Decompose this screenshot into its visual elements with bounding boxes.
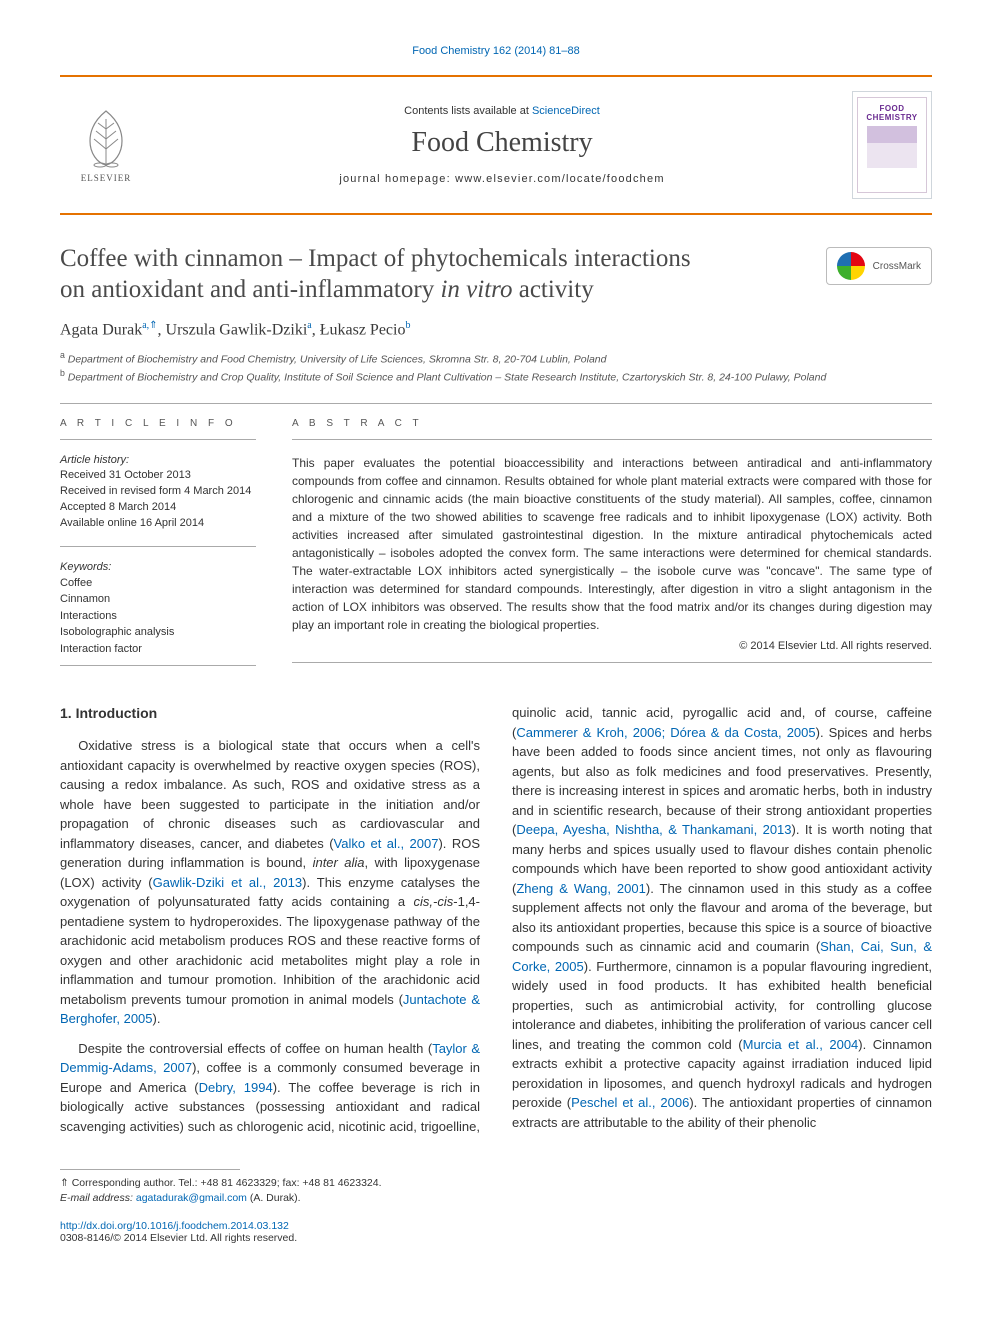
history-online: Available online 16 April 2014 [60, 516, 256, 532]
p1-em2: cis,-cis [414, 894, 454, 909]
abstract-rule [292, 439, 932, 440]
ref-gawlikdziki-2013[interactable]: Gawlik-Dziki et al., 2013 [153, 875, 302, 890]
author-2: , Urszula Gawlik-Dziki [158, 321, 308, 338]
corr-email-link[interactable]: agatadurak@gmail.com [136, 1192, 247, 1204]
history-accepted: Accepted 8 March 2014 [60, 500, 256, 516]
affiliations: a Department of Biochemistry and Food Ch… [60, 349, 932, 385]
email-label: E-mail address: [60, 1192, 133, 1204]
history-received: Received 31 October 2013 [60, 468, 256, 484]
author-1: Agata Durak [60, 321, 142, 338]
p2-t1: Despite the controversial effects of cof… [78, 1041, 432, 1056]
author-3: , Łukasz Pecio [312, 321, 406, 338]
journal-banner: ELSEVIER Contents lists available at Sci… [60, 75, 932, 215]
ref-valko-2007[interactable]: Valko et al., 2007 [334, 836, 439, 851]
crossmark-icon [837, 252, 865, 280]
ref-zheng-2001[interactable]: Zheng & Wang, 2001 [516, 881, 646, 896]
title-line-2b: activity [512, 276, 593, 303]
article-title: Coffee with cinnamon – Impact of phytoch… [60, 243, 932, 306]
ref-murcia-2004[interactable]: Murcia et al., 2004 [743, 1037, 859, 1052]
abstract-rule-bottom [292, 662, 932, 663]
ref-debry-1994[interactable]: Debry, 1994 [199, 1080, 273, 1095]
crossmark-label: CrossMark [873, 261, 921, 272]
corresponding-author-footnote: ⇑ Corresponding author. Tel.: +48 81 462… [60, 1176, 932, 1205]
abstract-heading: a b s t r a c t [292, 418, 932, 429]
info-rule [60, 439, 256, 440]
author-3-affil: b [405, 320, 410, 331]
keyword-3: Isobolographic analysis [60, 624, 256, 641]
p2-t4: ). Spices and herbs have been added to f… [512, 725, 932, 838]
p1-t6: ). [153, 1011, 161, 1026]
keyword-4: Interaction factor [60, 641, 256, 658]
p1-em1: inter alia [313, 855, 365, 870]
ref-cammerer-2006[interactable]: Cammerer & Kroh, 2006; Dórea & da Costa,… [516, 725, 815, 740]
title-line-1: Coffee with cinnamon – Impact of phytoch… [60, 245, 691, 272]
keywords-block: Coffee Cinnamon Interactions Isobolograp… [60, 575, 256, 658]
keyword-0: Coffee [60, 575, 256, 592]
title-line-2-italic: in vitro [440, 276, 512, 303]
abstract-text: This paper evaluates the potential bioac… [292, 454, 932, 634]
publisher-name: ELSEVIER [81, 173, 132, 183]
author-list: Agata Duraka,⇑, Urszula Gawlik-Dzikia, Ł… [60, 320, 932, 339]
rule-top [60, 403, 932, 404]
abstract-copyright: © 2014 Elsevier Ltd. All rights reserved… [292, 640, 932, 652]
sciencedirect-link[interactable]: ScienceDirect [532, 105, 600, 117]
cover-word-1: FOOD [879, 104, 904, 113]
corr-author-line: ⇑ Corresponding author. Tel.: +48 81 462… [60, 1176, 932, 1191]
elsevier-tree-icon [80, 107, 132, 169]
keywords-label: Keywords: [60, 561, 256, 573]
doi-link[interactable]: http://dx.doi.org/10.1016/j.foodchem.201… [60, 1220, 289, 1232]
ref-deepa-2013[interactable]: Deepa, Ayesha, Nishtha, & Thankamani, 20… [516, 822, 791, 837]
p1-t5: -1,4-pentadiene system to hydroperoxides… [60, 894, 480, 1007]
ref-peschel-2006[interactable]: Peschel et al., 2006 [571, 1095, 689, 1110]
affiliation-b: Department of Biochemistry and Crop Qual… [68, 372, 827, 384]
journal-cover-thumb: FOODCHEMISTRY [852, 91, 932, 199]
crossmark-badge[interactable]: CrossMark [826, 247, 932, 285]
footnote-rule [60, 1169, 240, 1170]
section-1-heading: 1. Introduction [60, 703, 480, 724]
issn-line: 0308-8146/© 2014 Elsevier Ltd. All right… [60, 1232, 932, 1244]
journal-title: Food Chemistry [152, 127, 852, 159]
cover-image-placeholder [867, 126, 917, 168]
doi-line: http://dx.doi.org/10.1016/j.foodchem.201… [60, 1220, 932, 1232]
journal-homepage: journal homepage: www.elsevier.com/locat… [152, 173, 852, 185]
history-block: Received 31 October 2013 Received in rev… [60, 468, 256, 532]
paragraph-1: Oxidative stress is a biological state t… [60, 736, 480, 1029]
history-label: Article history: [60, 454, 256, 466]
publisher-logo: ELSEVIER [60, 107, 152, 183]
keyword-2: Interactions [60, 608, 256, 625]
cover-word-2: CHEMISTRY [866, 113, 917, 122]
article-body: 1. Introduction Oxidative stress is a bi… [60, 703, 932, 1139]
sd-prefix: Contents lists available at [404, 105, 532, 117]
author-1-corr: ⇑ [149, 320, 157, 331]
keyword-1: Cinnamon [60, 591, 256, 608]
sciencedirect-line: Contents lists available at ScienceDirec… [152, 105, 852, 117]
citation-header: Food Chemistry 162 (2014) 81–88 [60, 45, 932, 57]
keywords-rule-bottom [60, 665, 256, 666]
title-line-2a: on antioxidant and anti-inflammatory [60, 276, 440, 303]
keywords-rule-top [60, 546, 256, 547]
affiliation-a: Department of Biochemistry and Food Chem… [68, 353, 607, 365]
history-revised: Received in revised form 4 March 2014 [60, 484, 256, 500]
article-info-heading: a r t i c l e i n f o [60, 418, 256, 429]
p1-t1: Oxidative stress is a biological state t… [60, 738, 480, 851]
citation-link[interactable]: Food Chemistry 162 (2014) 81–88 [412, 45, 580, 57]
email-person: (A. Durak). [247, 1192, 301, 1204]
